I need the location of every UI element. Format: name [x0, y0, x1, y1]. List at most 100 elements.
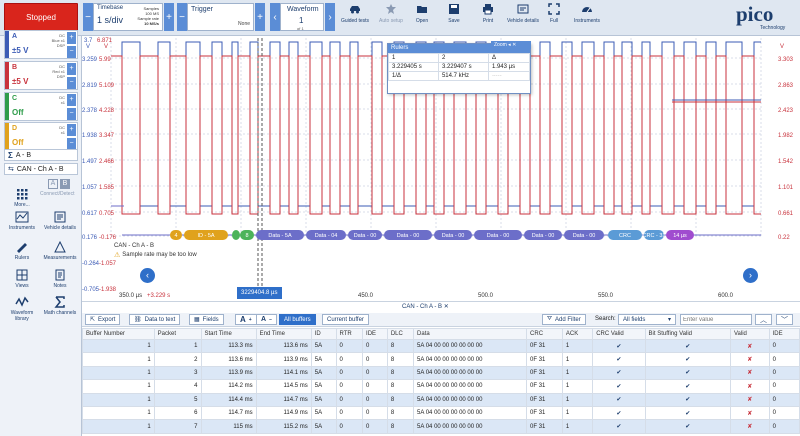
channel-c-card[interactable]: C Off DC x1 + −	[4, 92, 78, 121]
decode-packet-segment[interactable]	[434, 230, 472, 240]
decoder-channel-item[interactable]: ⇆ CAN - Ch A - B	[4, 163, 78, 175]
column-header[interactable]: ID	[310, 328, 337, 340]
trigger-decrease-button[interactable]: −	[177, 3, 187, 31]
channel-a-plus-button[interactable]: +	[67, 32, 76, 44]
table-row[interactable]: 1 6 114.7 ms 114.9 ms 5A 0 0 8 5A 04 00 00 00 00…	[82, 405, 800, 421]
math-channels-tool[interactable]: Math channels	[42, 296, 78, 334]
decoder-table[interactable]: Buffer Number Packet Start Time End Time ID R…	[82, 328, 800, 434]
decode-packet-segment[interactable]	[184, 230, 228, 240]
channel-d-minus-button[interactable]: −	[67, 138, 76, 150]
open-button[interactable]: Open	[405, 3, 439, 33]
table-row[interactable]: 1 5 114.4 ms 114.7 ms 5A 0 0 8 5A 04 00 00 00 00…	[82, 392, 800, 407]
column-header[interactable]: Buffer Number	[82, 328, 155, 340]
add-filter-button[interactable]: ⛛ Add Filter	[542, 314, 586, 325]
decode-packet-segment[interactable]	[524, 230, 562, 240]
column-header[interactable]: DLC	[386, 328, 415, 340]
column-header[interactable]: IDE	[362, 328, 388, 340]
decode-packet-segment[interactable]	[608, 230, 642, 240]
auto-setup-button[interactable]: Auto setup	[374, 3, 408, 33]
trigger-increase-button[interactable]: +	[255, 3, 265, 31]
decode-packet-segment[interactable]	[232, 230, 240, 240]
connect-detect-buttons[interactable]: A B	[48, 179, 70, 189]
column-header[interactable]: Start Time	[200, 328, 257, 340]
column-header[interactable]: Valid	[729, 328, 770, 340]
channel-c-plus-button[interactable]: +	[67, 94, 76, 106]
waveform-library-tool[interactable]: Waveform library	[4, 296, 40, 334]
trigger-control[interactable]: Trigger None	[187, 3, 254, 31]
column-header[interactable]: Packet	[153, 328, 202, 340]
close-icon[interactable]: ✕	[443, 304, 449, 310]
decode-packet-segment[interactable]	[474, 230, 522, 240]
full-screen-button[interactable]: Full	[537, 3, 571, 33]
column-header[interactable]: IDE	[768, 328, 800, 340]
guided-tests-button[interactable]: Guided tests	[338, 3, 372, 33]
channel-a-range[interactable]: ±5 V	[12, 46, 29, 55]
channel-c-range[interactable]: Off	[12, 108, 24, 117]
scroll-left-button[interactable]: ‹	[140, 268, 155, 283]
timebase-control[interactable]: Timebase 1 s/div Samples 100 MS Sample r…	[93, 3, 163, 31]
export-button[interactable]: ⇱ Export	[85, 314, 121, 325]
channel-d-plus-button[interactable]: +	[67, 124, 76, 136]
increase-font-button[interactable]: A +	[235, 314, 257, 325]
channel-a-minus-button[interactable]: −	[67, 46, 76, 58]
search-scope-select[interactable]: All fields ▾	[618, 314, 676, 325]
decode-packet-segment[interactable]	[348, 230, 382, 240]
scope-view[interactable]: 3.259 2.819 2.378 1.938 1.497 1.057 0.617 0.176…	[82, 36, 800, 304]
math-channel-item[interactable]: Σ A - B	[4, 149, 78, 161]
decode-packet-segment[interactable]	[306, 230, 346, 240]
decode-packet-segment[interactable]	[170, 230, 182, 240]
waveform-plot[interactable]: 3.259 2.819 2.378 1.938 1.497 1.057 0.617 0.176…	[82, 36, 800, 304]
decode-packet-segment[interactable]	[666, 230, 694, 240]
run-stop-button[interactable]: Stopped	[4, 3, 78, 31]
column-header[interactable]: Bit Stuffing Valid	[644, 328, 731, 340]
data-to-text-button[interactable]: ⛓ Data to text	[129, 314, 181, 325]
timebase-increase-button[interactable]: +	[164, 3, 174, 31]
ruler-2-value[interactable]: 3.229407 s	[437, 62, 489, 72]
ruler-1-value[interactable]: 3.229405 s	[388, 62, 439, 72]
table-row[interactable]: 1 4 114.2 ms 114.5 ms 5A 0 0 8 5A 04 00 00 00 00…	[82, 379, 800, 394]
all-buffers-button[interactable]: All buffers	[279, 314, 316, 325]
column-header[interactable]: Data	[413, 328, 528, 340]
waveform-previous-button[interactable]: ‹	[270, 3, 280, 31]
table-row[interactable]: 1 7 115 ms 115.2 ms 5A 0 0 8 5A 04 00 00 00 00 0…	[82, 419, 800, 434]
table-row[interactable]: 1 3 113.9 ms 114.1 ms 5A 0 0 8 5A 04 00 00 00 00…	[82, 365, 800, 381]
column-header[interactable]: CRC Valid	[592, 328, 646, 340]
column-header[interactable]: CRC	[526, 328, 563, 340]
waveform-next-button[interactable]: ›	[325, 3, 335, 31]
search-next-button[interactable]: ﹀	[776, 314, 793, 325]
save-button[interactable]: Save	[437, 3, 471, 33]
channel-d-range[interactable]: Off	[12, 138, 24, 147]
decode-packet-segment[interactable]	[644, 230, 664, 240]
vehicle-details-button[interactable]: Vehicle details	[503, 3, 543, 33]
instruments-button[interactable]: Instruments	[567, 3, 607, 33]
connect-b-icon[interactable]: B	[60, 179, 70, 189]
scroll-right-button[interactable]: ›	[743, 268, 758, 283]
current-buffer-button[interactable]: Current buffer	[322, 314, 369, 325]
views-tool[interactable]: Views	[4, 269, 40, 301]
connect-a-icon[interactable]: A	[48, 179, 58, 189]
notes-tool[interactable]: Notes	[42, 269, 78, 301]
decode-packet-segment[interactable]	[564, 230, 604, 240]
timebase-decrease-button[interactable]: −	[83, 3, 93, 31]
search-previous-button[interactable]: ︿	[755, 314, 772, 325]
vehicle-details-tool[interactable]: Vehicle details	[42, 211, 78, 243]
fields-button[interactable]: ▦ Fields	[189, 314, 224, 325]
measurements-tool[interactable]: Measurements	[42, 241, 78, 273]
channel-a-card[interactable]: A ±5 V DC Blue x1 DSP + −	[4, 30, 78, 59]
table-row[interactable]: 1 1 113.3 ms 113.6 ms 5A 0 0 8 5A 04 00 00 00 00…	[82, 338, 800, 354]
decode-packet-segment[interactable]	[384, 230, 432, 240]
decode-packet-segment[interactable]	[256, 230, 304, 240]
decrease-font-button[interactable]: A −	[256, 314, 277, 325]
table-row[interactable]: 1 2 113.6 ms 113.9 ms 5A 0 0 8 5A 04 00 00 00 00…	[82, 352, 800, 367]
decoder-tab[interactable]: CAN - Ch A - B ✕	[402, 303, 449, 310]
column-header[interactable]: End Time	[255, 328, 312, 340]
rulers-tool[interactable]: Rulers	[4, 241, 40, 273]
decode-packet-segment[interactable]	[240, 230, 254, 240]
channel-c-minus-button[interactable]: −	[67, 108, 76, 120]
column-header[interactable]: ACK	[561, 328, 594, 340]
channel-b-minus-button[interactable]: −	[67, 77, 76, 89]
column-header[interactable]: RTR	[335, 328, 364, 340]
channel-b-card[interactable]: B ±5 V DC Red x1 DSP + −	[4, 61, 78, 90]
channel-b-range[interactable]: ±5 V	[12, 77, 29, 86]
